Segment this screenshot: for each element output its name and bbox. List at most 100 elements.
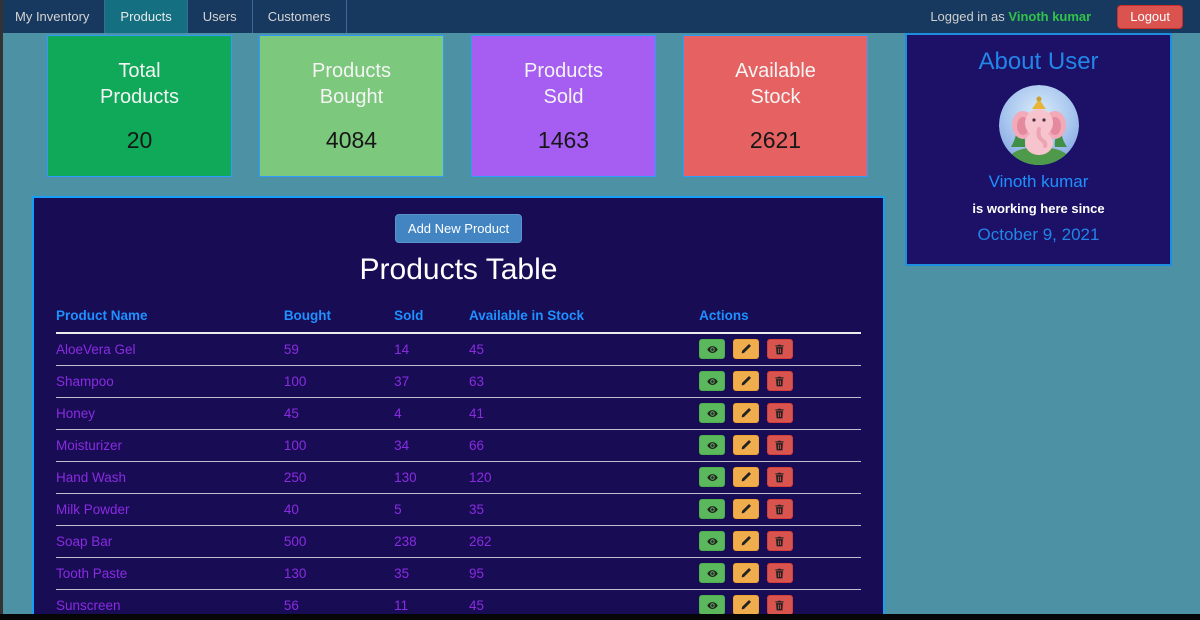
products-panel: Add New Product Products Table Product N… bbox=[32, 196, 885, 620]
view-button[interactable] bbox=[699, 435, 726, 455]
stat-title: Total Products bbox=[100, 60, 179, 108]
window-left-edge bbox=[0, 0, 3, 620]
delete-button[interactable] bbox=[766, 371, 793, 391]
trash-icon bbox=[775, 472, 784, 482]
cell-product-name: Moisturizer bbox=[56, 429, 284, 462]
edit-button[interactable] bbox=[732, 467, 759, 487]
logged-in-status: Logged in as Vinoth kumar bbox=[930, 9, 1091, 24]
edit-button[interactable] bbox=[732, 531, 759, 551]
edit-button[interactable] bbox=[732, 499, 759, 519]
trash-icon bbox=[775, 600, 784, 610]
view-button[interactable] bbox=[699, 403, 726, 423]
cell-sold: 5 bbox=[394, 493, 469, 526]
cell-bought: 100 bbox=[283, 429, 395, 462]
delete-button[interactable] bbox=[766, 467, 793, 487]
delete-button[interactable] bbox=[766, 339, 793, 360]
stat-card-products-bought: Products Bought 4084 bbox=[259, 35, 444, 177]
cell-stock: 35 bbox=[468, 493, 700, 526]
view-button[interactable] bbox=[699, 531, 726, 551]
logout-button[interactable]: Logout bbox=[1117, 4, 1183, 29]
cell-product-name: AloeVera Gel bbox=[56, 333, 284, 366]
edit-button[interactable] bbox=[732, 371, 759, 391]
view-button[interactable] bbox=[699, 595, 726, 615]
cell-product-name: Milk Powder bbox=[56, 493, 284, 526]
view-button[interactable] bbox=[699, 467, 726, 487]
edit-button[interactable] bbox=[732, 403, 759, 423]
delete-button[interactable] bbox=[766, 499, 793, 519]
cell-stock: 120 bbox=[468, 461, 700, 494]
logged-in-prefix: Logged in as bbox=[930, 9, 1009, 24]
pencil-icon bbox=[742, 375, 752, 385]
tab-products[interactable]: Products bbox=[105, 0, 188, 33]
products-table: Product Name Bought Sold Available in St… bbox=[56, 300, 861, 620]
delete-button[interactable] bbox=[766, 531, 793, 551]
window-bottom-edge bbox=[0, 614, 1200, 620]
edit-button[interactable] bbox=[732, 563, 759, 583]
pencil-icon bbox=[742, 503, 752, 513]
trash-icon bbox=[775, 344, 784, 355]
col-bought: Bought bbox=[283, 300, 395, 334]
stat-title: Available Stock bbox=[735, 60, 816, 108]
cell-actions bbox=[699, 557, 861, 590]
cell-stock: 41 bbox=[468, 397, 700, 430]
cell-sold: 14 bbox=[394, 333, 469, 366]
pencil-icon bbox=[742, 439, 752, 449]
cell-product-name: Soap Bar bbox=[56, 525, 284, 558]
cell-product-name: Hand Wash bbox=[56, 461, 284, 494]
col-available-in-stock: Available in Stock bbox=[468, 300, 700, 334]
stat-title: Products Sold bbox=[524, 60, 603, 108]
edit-button[interactable] bbox=[732, 339, 759, 360]
edit-button[interactable] bbox=[732, 595, 759, 615]
about-user-panel: About User bbox=[905, 33, 1172, 266]
pencil-icon bbox=[742, 535, 752, 545]
cell-actions bbox=[699, 525, 861, 558]
tab-users[interactable]: Users bbox=[188, 0, 253, 33]
stat-value: 20 bbox=[126, 127, 153, 153]
navbar: My Inventory Products Users Customers Lo… bbox=[0, 0, 1200, 33]
trash-icon bbox=[775, 504, 784, 514]
stat-card-total-products: Total Products 20 bbox=[47, 35, 232, 177]
stat-value: 1463 bbox=[537, 127, 590, 153]
delete-button[interactable] bbox=[766, 435, 793, 455]
trash-icon bbox=[775, 376, 784, 386]
eye-icon bbox=[706, 601, 718, 609]
tab-customers[interactable]: Customers bbox=[253, 0, 347, 33]
cell-stock: 66 bbox=[468, 429, 700, 462]
stat-cards-row: Total Products 20 Products Bought 4084 P… bbox=[47, 35, 868, 177]
edit-button[interactable] bbox=[732, 435, 759, 455]
cell-sold: 37 bbox=[394, 365, 469, 398]
eye-icon bbox=[706, 537, 718, 545]
view-button[interactable] bbox=[699, 499, 726, 519]
view-button[interactable] bbox=[699, 371, 726, 391]
delete-button[interactable] bbox=[766, 563, 793, 583]
pencil-icon bbox=[742, 407, 752, 417]
cell-bought: 500 bbox=[283, 525, 395, 558]
table-row: Tooth Paste 130 35 95 bbox=[56, 557, 861, 590]
table-row: Moisturizer 100 34 66 bbox=[56, 429, 861, 462]
about-user-title: About User bbox=[978, 48, 1099, 75]
eye-icon bbox=[706, 473, 718, 481]
table-body: AloeVera Gel 59 14 45 Shampoo 100 37 63 bbox=[56, 333, 861, 620]
cell-product-name: Honey bbox=[56, 397, 284, 430]
delete-button[interactable] bbox=[766, 595, 793, 615]
view-button[interactable] bbox=[699, 339, 726, 360]
stat-card-available-stock: Available Stock 2621 bbox=[683, 35, 868, 177]
stat-value: 2621 bbox=[749, 127, 802, 153]
table-row: Milk Powder 40 5 35 bbox=[56, 493, 861, 526]
add-new-product-button[interactable]: Add New Product bbox=[394, 214, 523, 243]
about-subtitle: is working here since bbox=[972, 201, 1105, 216]
cell-product-name: Tooth Paste bbox=[56, 557, 284, 590]
delete-button[interactable] bbox=[766, 403, 793, 423]
trash-icon bbox=[775, 408, 784, 418]
view-button[interactable] bbox=[699, 563, 726, 583]
eye-icon bbox=[706, 441, 718, 449]
brand-my-inventory[interactable]: My Inventory bbox=[0, 0, 106, 33]
cell-stock: 262 bbox=[468, 525, 700, 558]
cell-actions bbox=[699, 493, 861, 526]
pencil-icon bbox=[742, 567, 752, 577]
table-row: AloeVera Gel 59 14 45 bbox=[56, 333, 861, 366]
table-row: Soap Bar 500 238 262 bbox=[56, 525, 861, 558]
pencil-icon bbox=[742, 599, 752, 609]
table-row: Hand Wash 250 130 120 bbox=[56, 461, 861, 494]
